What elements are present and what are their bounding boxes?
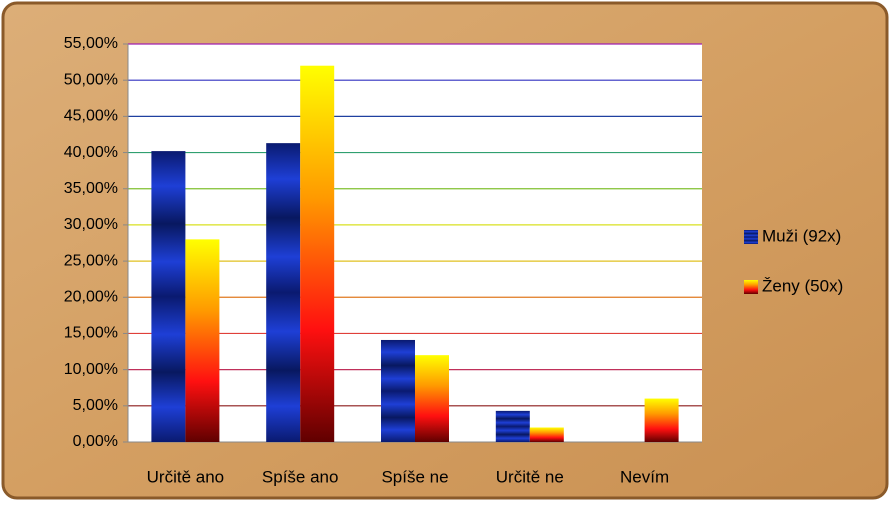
y-tick-label: 20,00% [64,288,118,305]
y-tick-label: 10,00% [64,361,118,378]
bar [644,398,679,442]
x-tick-label: Určitě ne [496,467,564,486]
y-tick-label: 15,00% [64,325,118,342]
bar [529,427,564,442]
y-tick-label: 45,00% [64,108,118,125]
bar [495,410,530,442]
y-tick-label: 35,00% [64,180,118,197]
bar [300,65,335,442]
y-tick-label: 5,00% [73,397,118,414]
y-tick-label: 40,00% [64,144,118,161]
bar [381,339,415,442]
y-tick-label: 55,00% [64,35,118,52]
bar [185,239,220,442]
y-tick-label: 30,00% [64,216,118,233]
x-tick-label: Spíše ne [381,467,448,486]
x-tick-label: Nevím [620,467,669,486]
legend-swatch [744,280,758,294]
bar [415,355,449,442]
y-tick-label: 25,00% [64,252,118,269]
bar [266,143,301,442]
legend-label: Ženy (50x) [762,276,843,295]
x-tick-label: Spíše ano [262,467,339,486]
x-tick-label: Určitě ano [147,467,224,486]
legend-label: Muži (92x) [762,226,841,245]
y-tick-label: 0,00% [73,433,118,450]
y-tick-label: 50,00% [64,71,118,88]
legend-swatch [744,230,758,244]
bar [151,151,186,442]
